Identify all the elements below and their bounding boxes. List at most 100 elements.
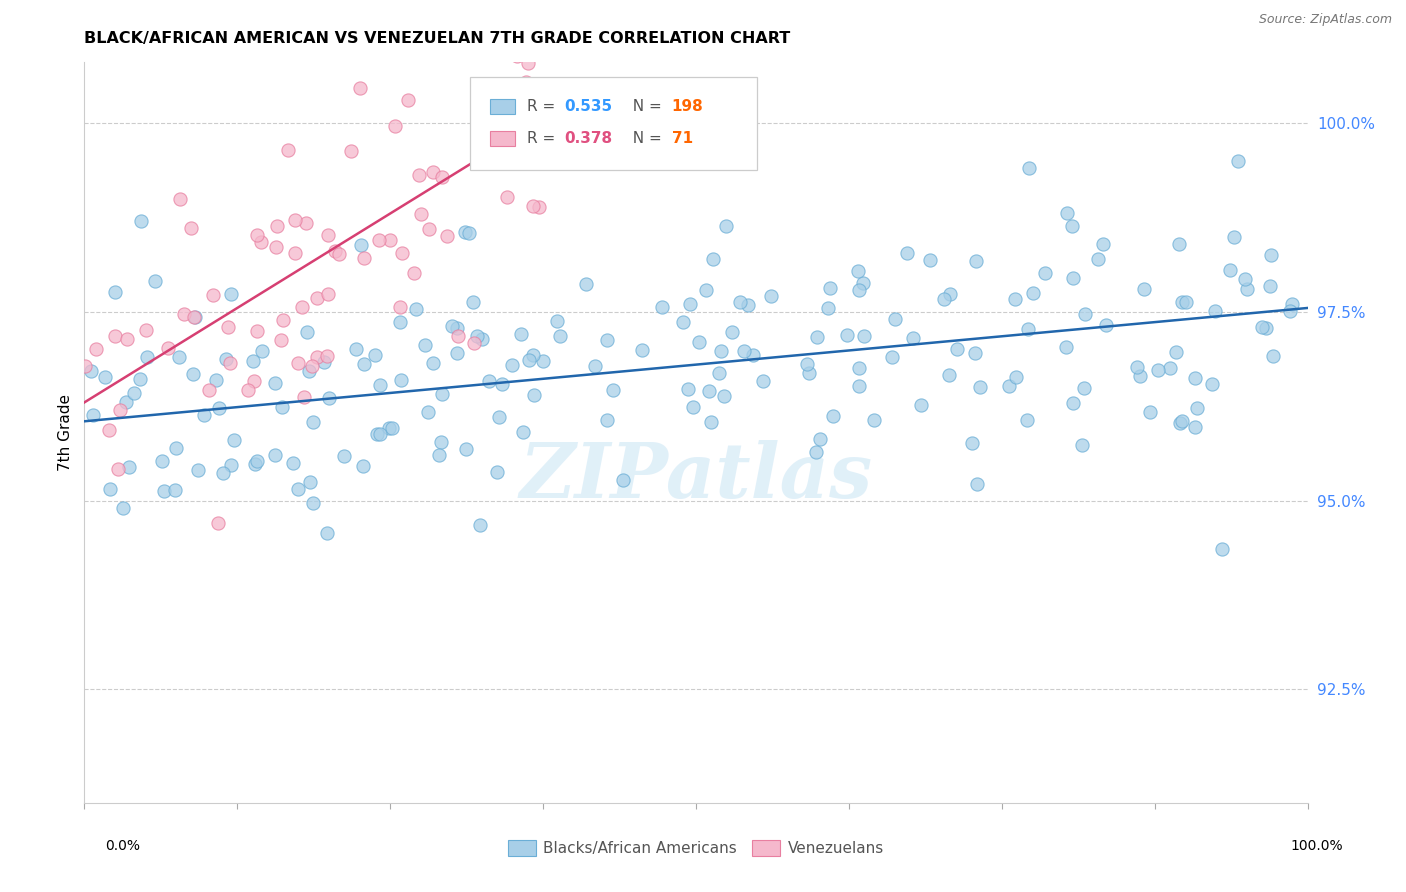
Point [422, 164, 444, 178]
Point [496, 19, 519, 33]
Point [759, 288, 782, 302]
Point [117, 332, 139, 346]
Point [835, 328, 858, 343]
Point [1279, 304, 1302, 318]
Point [1184, 371, 1206, 385]
Point [583, 359, 606, 373]
Point [688, 335, 710, 350]
Text: R =: R = [527, 99, 560, 113]
Point [145, 274, 167, 288]
Point [305, 291, 328, 305]
Point [796, 357, 818, 371]
Point [104, 285, 127, 299]
Point [509, 327, 531, 342]
Point [478, 374, 501, 388]
Point [264, 448, 287, 462]
Point [205, 373, 228, 387]
Point [1226, 154, 1249, 169]
Point [118, 459, 141, 474]
Point [962, 436, 984, 450]
Point [350, 238, 373, 252]
Point [1166, 344, 1188, 359]
Point [506, 49, 529, 63]
Point [1056, 206, 1078, 220]
Point [517, 352, 540, 367]
Point [84, 343, 107, 357]
Point [806, 330, 828, 344]
Point [219, 356, 242, 370]
Point [405, 301, 427, 316]
Point [651, 300, 673, 314]
Point [880, 350, 903, 364]
Point [575, 277, 598, 291]
Point [391, 245, 413, 260]
Point [122, 386, 145, 401]
Point [1159, 361, 1181, 376]
Point [848, 283, 870, 297]
Point [1222, 230, 1244, 244]
Text: N =: N = [623, 131, 666, 146]
Point [115, 395, 138, 409]
Point [1005, 370, 1028, 384]
Point [862, 413, 884, 427]
Point [349, 81, 371, 95]
Point [817, 301, 839, 315]
Point [301, 416, 323, 430]
Point [716, 219, 738, 233]
Point [165, 441, 187, 455]
Point [270, 333, 292, 347]
Point [1146, 363, 1168, 377]
Point [287, 482, 309, 496]
Point [219, 458, 242, 472]
Point [446, 346, 468, 360]
Point [422, 356, 444, 370]
Point [679, 296, 702, 310]
Point [1062, 396, 1084, 410]
Point [1171, 295, 1194, 310]
Point [821, 409, 844, 423]
Point [1021, 286, 1043, 301]
Point [299, 475, 322, 490]
Point [183, 310, 205, 324]
Point [1074, 307, 1097, 321]
Point [389, 372, 412, 386]
Point [918, 252, 941, 267]
Point [700, 415, 723, 429]
Point [966, 477, 988, 491]
Point [416, 405, 439, 419]
Point [531, 354, 554, 368]
Point [271, 313, 294, 327]
Point [246, 454, 269, 468]
Text: 100.0%: 100.0% [1291, 838, 1343, 853]
Point [128, 372, 150, 386]
Point [441, 319, 464, 334]
Point [939, 287, 962, 301]
Point [1167, 237, 1189, 252]
Point [98, 482, 121, 496]
Point [846, 264, 869, 278]
Point [495, 106, 517, 120]
Point [1174, 294, 1197, 309]
Point [318, 391, 340, 405]
Point [1219, 263, 1241, 277]
Point [1017, 413, 1039, 427]
Point [292, 390, 315, 404]
Point [153, 483, 176, 498]
Point [896, 246, 918, 260]
Point [287, 355, 309, 369]
Point [596, 333, 619, 347]
Point [522, 199, 544, 213]
Point [818, 280, 841, 294]
Point [430, 169, 453, 184]
Point [965, 346, 987, 360]
Text: 0.535: 0.535 [564, 99, 612, 113]
Point [852, 277, 875, 291]
Text: 71: 71 [672, 131, 693, 146]
Point [1234, 272, 1257, 286]
Point [707, 367, 730, 381]
Point [468, 517, 491, 532]
Point [1185, 401, 1208, 415]
Point [527, 200, 550, 214]
Point [486, 465, 509, 479]
Point [270, 401, 292, 415]
